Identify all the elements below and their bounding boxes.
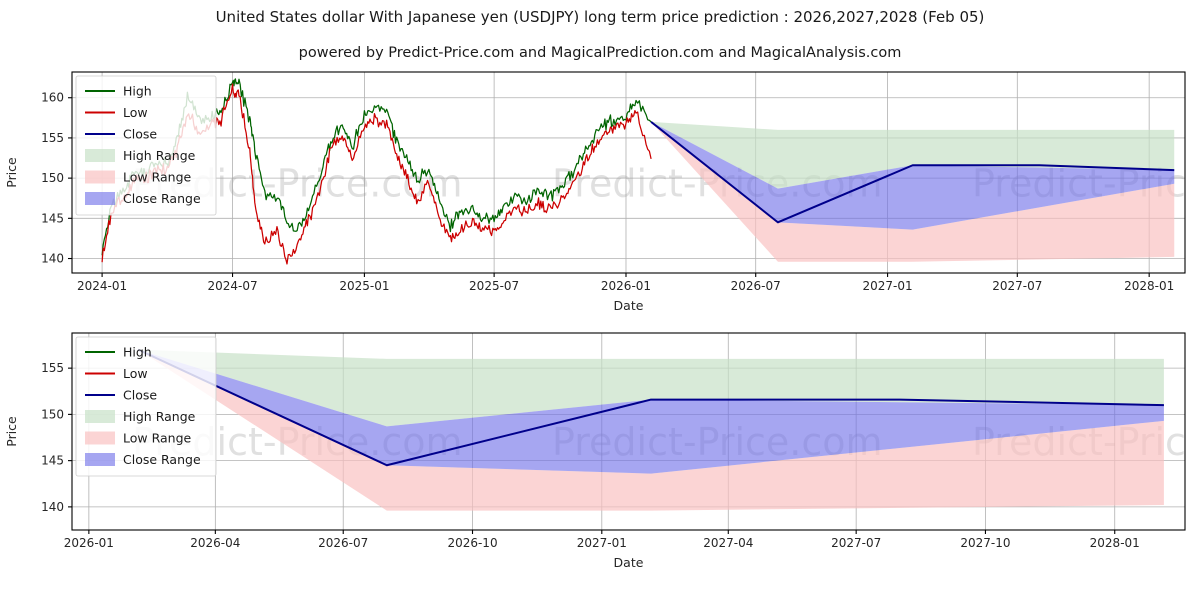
x-tick-label: 2025-01 (339, 279, 389, 293)
x-tick-label: 2028-01 (1124, 279, 1174, 293)
x-tick-label: 2026-04 (190, 536, 240, 550)
x-tick-label: 2026-10 (447, 536, 497, 550)
band-low-range (138, 349, 1164, 511)
legend-label: Close (123, 127, 157, 142)
x-tick-label: 2028-01 (1090, 536, 1140, 550)
legend-swatch-patch (85, 192, 115, 205)
legend-label: Close Range (123, 191, 201, 206)
series-close (137, 348, 1164, 467)
legend-swatch-patch (85, 431, 115, 445)
axis-ticks: 140 145 150 155 160 2024-01 2024-07 2025-01 2025… (41, 91, 1174, 293)
legend-label: Low (123, 105, 148, 120)
legend-label: Low Range (123, 431, 192, 446)
legend-swatch-patch (85, 149, 115, 162)
legend-swatch-patch (85, 410, 115, 423)
x-tick-label: 2027-10 (960, 536, 1010, 550)
series-close (650, 121, 1175, 224)
x-tick-label: 2027-07 (831, 536, 881, 550)
band-high-range (138, 349, 1164, 427)
band-close-range (651, 121, 1175, 230)
y-tick-label: 155 (41, 131, 64, 145)
x-tick-label: 2026-07 (318, 536, 368, 550)
x-axis-label: Date (614, 298, 644, 313)
legend: High Low Close High Range Low Range Close Ran… (75, 336, 217, 477)
legend-label: High (123, 84, 152, 99)
top-chart-group: Predict-Price.comPredict-Price.comPredic… (4, 71, 1186, 313)
y-tick-label: 140 (41, 252, 64, 266)
legend-label: Low (123, 366, 148, 381)
x-tick-label: 2025-07 (469, 279, 519, 293)
y-tick-label: 155 (41, 361, 64, 375)
y-tick-label: 145 (41, 211, 64, 225)
y-axis-label: Price (4, 416, 19, 447)
data-layer (101, 78, 1175, 265)
x-tick-label: 2027-01 (863, 279, 913, 293)
figure-subtitle: powered by Predict-Price.com and Magical… (298, 45, 902, 61)
axis-ticks: 140 145 150 155 2026-01 2026-04 2026-07 2026-10… (41, 361, 1140, 550)
bottom-chart-group: Predict-Price.comPredict-Price.comPredic… (4, 332, 1186, 570)
legend-label: High (123, 345, 152, 360)
legend-swatch-patch (85, 170, 115, 184)
y-tick-label: 140 (41, 500, 64, 514)
x-tick-label: 2024-01 (77, 279, 127, 293)
x-tick-label: 2027-07 (992, 279, 1042, 293)
y-axis-label: Price (4, 157, 19, 188)
y-tick-label: 145 (41, 454, 64, 468)
y-tick-label: 150 (41, 171, 64, 185)
axes-frame (71, 71, 1186, 274)
data-layer (137, 348, 1164, 511)
legend-label: Close Range (123, 452, 201, 467)
figure-title: United States dollar With Japanese yen (… (215, 8, 985, 26)
x-axis-label: Date (614, 555, 644, 570)
legend-swatch-patch (85, 453, 115, 466)
x-tick-label: 2024-07 (207, 279, 257, 293)
x-tick-label: 2026-07 (731, 279, 781, 293)
legend-label: Low Range (123, 170, 192, 185)
x-tick-label: 2026-01 (601, 279, 651, 293)
x-tick-label: 2027-04 (703, 536, 753, 550)
axes-frame (71, 332, 1186, 531)
legend-label: Close (123, 388, 157, 403)
band-low-range (651, 121, 1175, 262)
band-high-range (651, 121, 1175, 189)
band-close-range (138, 349, 1164, 474)
x-tick-label: 2027-01 (577, 536, 627, 550)
legend-label: High Range (123, 148, 196, 163)
legend: High Low Close High Range Low Range Close Ran… (75, 75, 217, 216)
y-tick-label: 150 (41, 407, 64, 421)
legend-label: High Range (123, 409, 196, 424)
y-tick-label: 160 (41, 91, 64, 105)
x-tick-label: 2026-01 (64, 536, 114, 550)
